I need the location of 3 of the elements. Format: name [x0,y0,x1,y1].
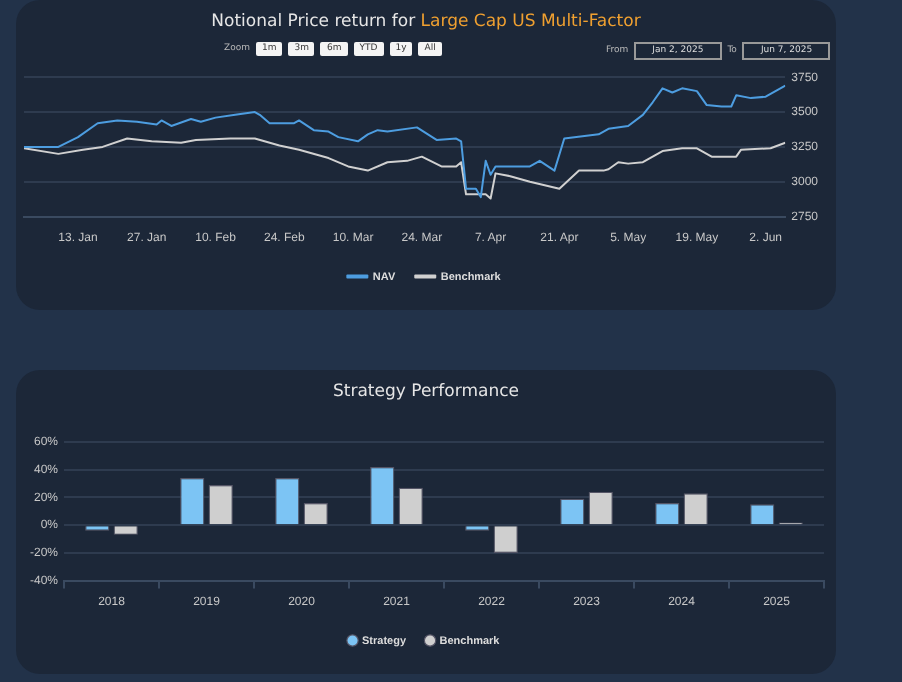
chart-title: Strategy Performance [333,382,519,402]
chart-subtitle: Large Cap US Multi-Factor [420,12,641,32]
chart-title: Notional Price return for [211,12,418,32]
